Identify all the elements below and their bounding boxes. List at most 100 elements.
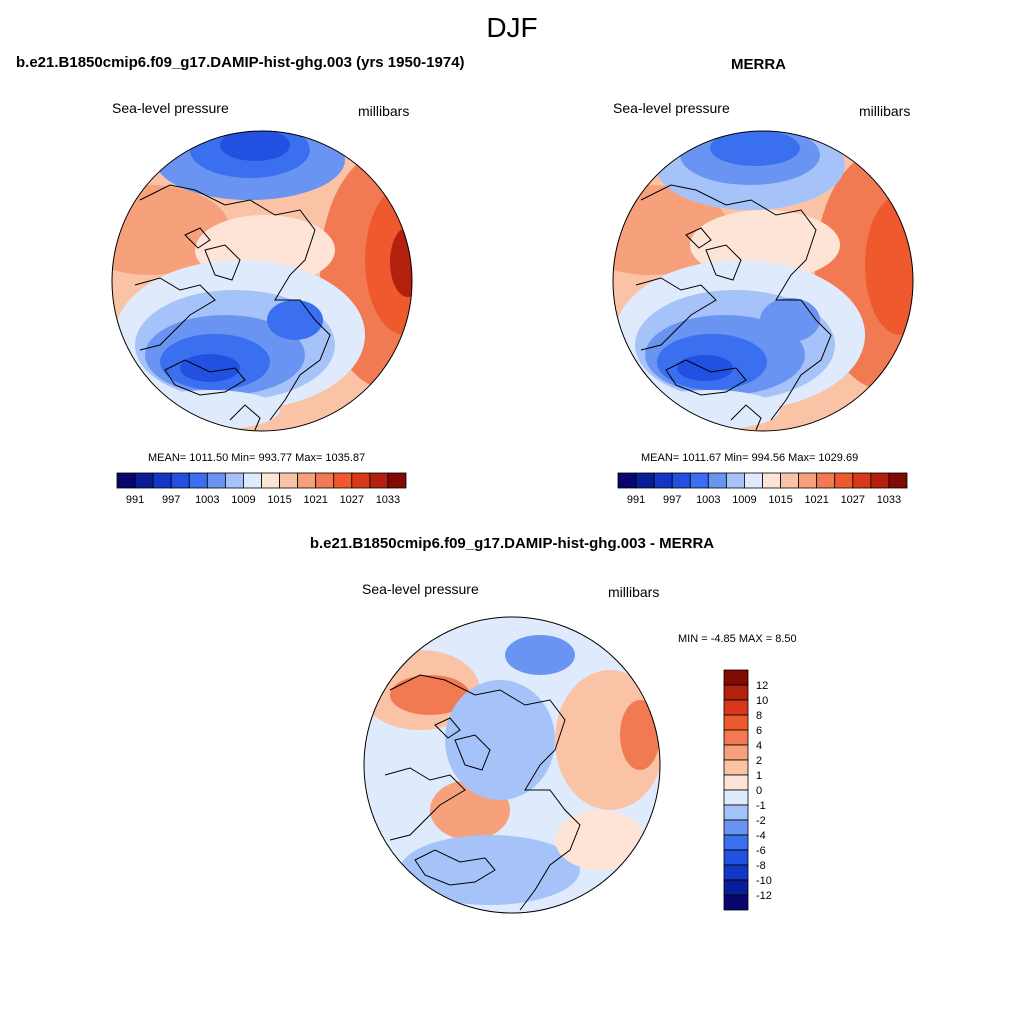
colorbar-swatch [723, 684, 749, 701]
colorbar-swatch [723, 774, 749, 791]
colorbar-swatch [723, 804, 749, 821]
colorbar-swatch [653, 472, 673, 489]
colorbar-tick-label: -4 [756, 830, 766, 842]
panel2-units-label: millibars [859, 103, 911, 119]
colorbar-swatch [723, 744, 749, 761]
colorbar-swatch [816, 472, 836, 489]
colorbar-tick-label: 6 [756, 725, 762, 737]
colorbar-tick-label: 1033 [877, 494, 901, 506]
colorbar-swatch [723, 849, 749, 866]
colorbar-swatch [723, 729, 749, 746]
colorbar-tick-label: -2 [756, 815, 766, 827]
colorbar-swatch [152, 472, 172, 489]
colorbar-swatch [170, 472, 190, 489]
panel2-title: MERRA [731, 56, 786, 73]
colorbar-swatch [206, 472, 226, 489]
colorbar-swatch [888, 472, 908, 489]
panel3-title: b.e21.B1850cmip6.f09_g17.DAMIP-hist-ghg.… [309, 535, 715, 552]
colorbar-swatch [852, 472, 872, 489]
colorbar-swatch [134, 472, 154, 489]
panel1-stats: MEAN= 1011.50 Min= 993.77 Max= 1035.87 [148, 452, 366, 464]
colorbar-tick-label: 4 [756, 740, 762, 752]
colorbar-swatch [351, 472, 371, 489]
colorbar-swatch [723, 819, 749, 836]
panel1-map [112, 131, 412, 431]
colorbar-tick-label: -6 [756, 845, 766, 857]
colorbar-tick-label: 1015 [267, 494, 291, 506]
colorbar-swatch [707, 472, 727, 489]
colorbar-swatch [635, 472, 655, 489]
panel1-colorbar: 991 997 1003 1009 1015 1021 1027 1033 [116, 472, 407, 506]
colorbar-tick-label: 1 [756, 770, 762, 782]
colorbar-swatch [279, 472, 299, 489]
colorbar-tick-label: 1009 [732, 494, 756, 506]
colorbar-swatch [689, 472, 709, 489]
colorbar-tick-label: 991 [126, 494, 144, 506]
colorbar-swatch [671, 472, 691, 489]
colorbar-tick-label: 0 [756, 785, 762, 797]
colorbar-tick-label: 997 [162, 494, 180, 506]
panel1-title: b.e21.B1850cmip6.f09_g17.DAMIP-hist-ghg.… [16, 54, 465, 71]
colorbar-tick-label: -10 [756, 875, 772, 887]
colorbar-tick-label: -8 [756, 860, 766, 872]
colorbar-tick-label: 1015 [768, 494, 792, 506]
panel3-map [364, 617, 660, 913]
colorbar-swatch [369, 472, 389, 489]
colorbar-swatch [723, 834, 749, 851]
colorbar-swatch [188, 472, 208, 489]
panel2-coastlines [635, 184, 832, 431]
colorbar-tick-label: 1021 [804, 494, 828, 506]
colorbar-swatch [723, 669, 749, 686]
colorbar-tick-label: 8 [756, 710, 762, 722]
colorbar-tick-label: 991 [627, 494, 645, 506]
colorbar-tick-label: 1009 [231, 494, 255, 506]
colorbar-tick-label: 1027 [340, 494, 364, 506]
colorbar-swatch [261, 472, 280, 489]
colorbar-swatch [723, 699, 749, 716]
colorbar-swatch [723, 789, 749, 806]
panel1-coastlines [134, 184, 331, 431]
panel3-units-label: millibars [608, 584, 660, 600]
colorbar-swatch [387, 472, 407, 489]
panel1-map-border [111, 130, 413, 432]
panel1-units-label: millibars [358, 103, 410, 119]
colorbar-swatch [798, 472, 818, 489]
colorbar-swatch [725, 472, 745, 489]
panel2-stats: MEAN= 1011.67 Min= 994.56 Max= 1029.69 [641, 452, 859, 464]
panel1-variable-label: Sea-level pressure [112, 100, 229, 116]
colorbar-tick-label: 1021 [303, 494, 327, 506]
colorbar-tick-label: 1003 [195, 494, 219, 506]
figure-season-title: DJF [486, 12, 538, 43]
panel2-map-border [612, 130, 914, 432]
colorbar-swatch [723, 864, 749, 881]
colorbar-swatch [116, 472, 136, 489]
panel3-variable-label: Sea-level pressure [362, 581, 479, 597]
colorbar-tick-label: 1027 [841, 494, 865, 506]
panel3-stats: MIN = -4.85 MAX = 8.50 [678, 633, 797, 645]
colorbar-tick-label: 12 [756, 680, 768, 692]
colorbar-tick-label: -1 [756, 800, 766, 812]
colorbar-swatch [723, 759, 749, 776]
colorbar-tick-label: 10 [756, 695, 768, 707]
colorbar-swatch [224, 472, 244, 489]
panel3-coastlines [384, 674, 581, 911]
panel2-variable-label: Sea-level pressure [613, 100, 730, 116]
colorbar-swatch [780, 472, 800, 489]
colorbar-tick-label: 997 [663, 494, 681, 506]
colorbar-swatch [870, 472, 890, 489]
colorbar-swatch [333, 472, 353, 489]
colorbar-swatch [744, 472, 763, 489]
colorbar-swatch [723, 714, 749, 731]
panel3-map-border [363, 616, 661, 914]
colorbar-swatch [243, 472, 262, 489]
colorbar-swatch [723, 894, 749, 911]
colorbar-tick-label: -12 [756, 890, 772, 902]
colorbar-swatch [834, 472, 854, 489]
colorbar-swatch [297, 472, 317, 489]
panel2-map [613, 131, 913, 431]
colorbar-swatch [617, 472, 637, 489]
colorbar-swatch [315, 472, 335, 489]
colorbar-swatch [762, 472, 781, 489]
